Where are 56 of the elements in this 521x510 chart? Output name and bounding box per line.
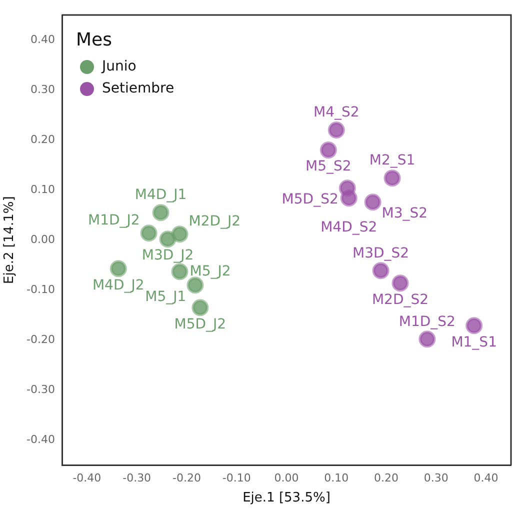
x-tick-label: -0.10 [222,472,251,485]
y-tick-label: -0.30 [26,383,55,396]
legend-label: Setiembre [102,80,174,97]
y-tick-label: 0.20 [30,132,55,146]
point [152,204,170,222]
point [392,274,409,292]
point [340,190,358,207]
x-tick-label: 0.30 [424,472,448,485]
y-tick-label: -0.20 [26,333,55,346]
y-tick-label: 0.00 [30,232,55,246]
y-tick-label: 0.30 [30,82,55,96]
y-axis-title: Eje.2 [14.1%] [2,196,18,284]
annotation: M4D_J1 [134,187,187,204]
point [140,224,158,242]
annotation: M3D_J2 [142,248,194,264]
point [384,170,401,187]
annotation: M3D_S2 [352,245,410,262]
y-tick-label: 0.10 [30,182,55,196]
point [364,194,382,211]
y-tick-label: 0.40 [30,32,55,46]
annotation: M4D_J2 [92,277,144,294]
point [159,230,176,248]
annotation: M1D_J2 [88,212,140,229]
point [110,260,127,278]
annotation: M3_S2 [382,206,428,222]
x-tick-label: 0.20 [374,472,399,485]
annotation: M5_S2 [306,158,352,175]
y-tick-label: -0.40 [26,433,55,446]
annotation: M2D_J2 [188,214,241,230]
y-tick-label: -0.10 [26,282,55,296]
annotation: M5D_J2 [174,316,226,332]
annotation: M5_J1 [145,288,186,305]
point [418,330,436,348]
point [320,142,337,159]
x-tick-label: 0.10 [324,472,349,485]
annotation: M1D_S2 [398,314,456,330]
annotation: M4_S2 [314,104,360,121]
x-tick-label: -0.40 [72,472,102,485]
point [171,263,188,280]
annotation: M4D_S2 [320,220,378,236]
x-tick-label: -0.30 [122,472,152,485]
point [466,317,483,334]
annotation: M1_S1 [451,334,497,350]
x-tick-label: -0.20 [172,472,201,485]
legend-title: Mes [76,30,112,51]
annotation: M2D_S2 [372,292,429,308]
legend-label: Junio [101,58,136,75]
annotation: M5D_S2 [282,192,338,208]
annotation: M2_S1 [369,152,416,169]
point [192,299,209,316]
x-tick-label: 0.40 [474,472,498,485]
x-axis-title: Eje.1 [53.5%] [242,490,330,506]
point [328,122,345,139]
point [372,262,390,280]
annotation: M5_J2 [190,263,231,280]
x-tick-label: 0.00 [274,472,299,485]
